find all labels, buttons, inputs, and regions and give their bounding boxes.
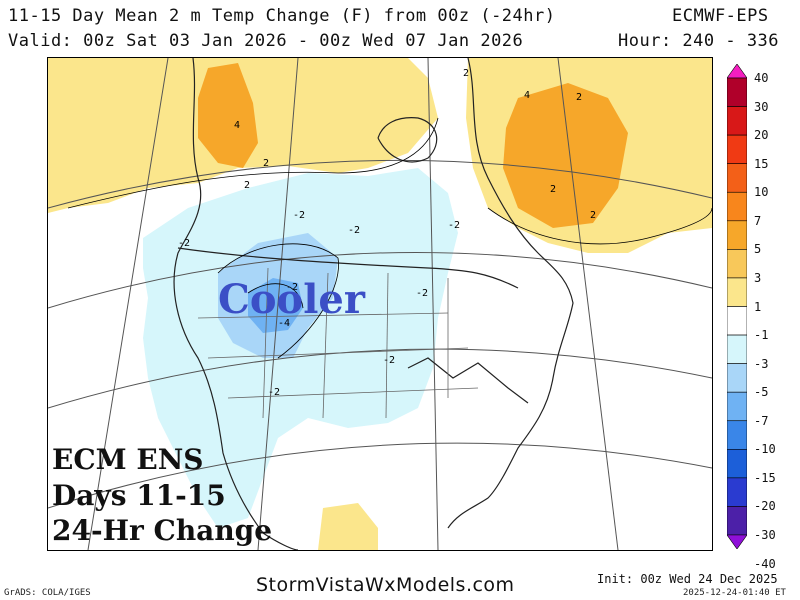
color-scale-swatch	[727, 306, 747, 336]
color-scale-swatch	[727, 277, 747, 307]
contour-label: 2	[463, 68, 469, 79]
map-panel: 2 4 2 -2 -2 -2 -2 -4 -2 -2 -2 -2 2 4 2 2…	[47, 57, 713, 551]
contour-label: -2	[178, 238, 190, 249]
contour-label: -2	[268, 387, 280, 398]
website-link[interactable]: StormVistaWxModels.com	[256, 574, 515, 596]
contour-label: 2	[550, 184, 556, 195]
color-scale-swatch	[727, 106, 747, 136]
color-scale-label: 5	[754, 242, 762, 257]
color-scale-label: -30	[754, 528, 776, 542]
contour-lines	[67, 117, 712, 359]
contour-label: 2	[263, 158, 269, 169]
color-scale-swatch	[727, 334, 747, 364]
contour-label: -2	[293, 210, 305, 221]
cool-core	[248, 278, 303, 333]
temperature-change-map: 2 4 2 -2 -2 -2 -2 -4 -2 -2 -2 -2 2 4 2 2…	[48, 58, 712, 550]
days-label: Days 11-15	[52, 479, 226, 512]
cooler-annotation: Cooler	[218, 276, 365, 323]
contour-label: 2	[576, 92, 582, 103]
color-scale-label: -3	[754, 356, 769, 371]
contour-label: -2	[348, 225, 360, 236]
color-scale-label: 10	[754, 185, 769, 200]
init-time: Init: 00z Wed 24 Dec 2025	[597, 572, 778, 586]
color-scale-label: -20	[754, 499, 776, 514]
contour-label: -2	[286, 282, 298, 293]
contour-label: 4	[234, 120, 240, 131]
contour-label: -2	[383, 355, 395, 366]
contour-label: -2	[416, 288, 428, 299]
color-scale-label: -40	[754, 556, 776, 571]
color-scale-label: -1	[754, 328, 769, 343]
color-scale-label: 3	[754, 270, 762, 285]
color-scale-label: -10	[754, 442, 776, 457]
contour-label: -4	[278, 318, 290, 329]
color-scale-label: 1	[754, 299, 762, 314]
contour-label: 2	[590, 210, 596, 221]
color-scale-swatch	[727, 163, 747, 193]
color-scale-label: 7	[754, 213, 762, 228]
change-label: 24-Hr Change	[52, 514, 273, 547]
generated-timestamp: 2025-12-24-01:40 ET	[683, 588, 786, 598]
color-scale-swatch	[727, 420, 747, 450]
color-scale-swatch	[727, 134, 747, 164]
warm-area-mexico	[318, 503, 378, 550]
map-title: 11-15 Day Mean 2 m Temp Change (F) from …	[8, 6, 556, 26]
contour-label: 2	[244, 180, 250, 191]
cool-area-west	[143, 168, 458, 528]
contour-label: 4	[524, 90, 530, 101]
forecast-hours: Hour: 240 - 336	[618, 31, 780, 51]
ensemble-label: ECM ENS	[52, 443, 204, 476]
color-scale-swatch	[727, 363, 747, 393]
color-scale-label: -7	[754, 413, 769, 428]
state-boundaries	[197, 267, 479, 419]
color-scale-swatch	[727, 477, 747, 507]
color-scale-swatch	[727, 249, 747, 279]
color-scale-label: -15	[754, 470, 776, 485]
color-scale-label: 15	[754, 156, 769, 171]
color-scale-swatch	[727, 506, 747, 536]
grads-credit: GrADS: COLA/IGES	[4, 588, 91, 598]
color-scale-label: -5	[754, 385, 769, 400]
contour-labels: 2 4 2 -2 -2 -2 -2 -4 -2 -2 -2 -2 2 4 2 2…	[178, 68, 596, 398]
color-scale-swatch	[727, 64, 747, 79]
color-scale-label: 30	[754, 99, 769, 114]
color-scale-swatch	[727, 534, 747, 549]
contour-label: -2	[448, 220, 460, 231]
color-scale-swatch	[727, 191, 747, 222]
coastlines	[173, 58, 574, 550]
color-scale-swatch	[727, 220, 747, 250]
color-scale-swatch	[727, 449, 747, 479]
color-scale-swatch	[727, 77, 747, 107]
color-scale-label: 20	[754, 128, 769, 143]
color-scale-swatch	[727, 391, 747, 422]
model-name: ECMWF-EPS	[672, 6, 769, 26]
color-scale-bar	[727, 64, 747, 549]
color-scale-label: 40	[754, 71, 769, 85]
warm-core-west	[198, 63, 258, 168]
warm-core-east	[503, 83, 628, 228]
valid-period: Valid: 00z Sat 03 Jan 2026 - 00z Wed 07 …	[8, 31, 524, 51]
graticule	[48, 58, 712, 550]
